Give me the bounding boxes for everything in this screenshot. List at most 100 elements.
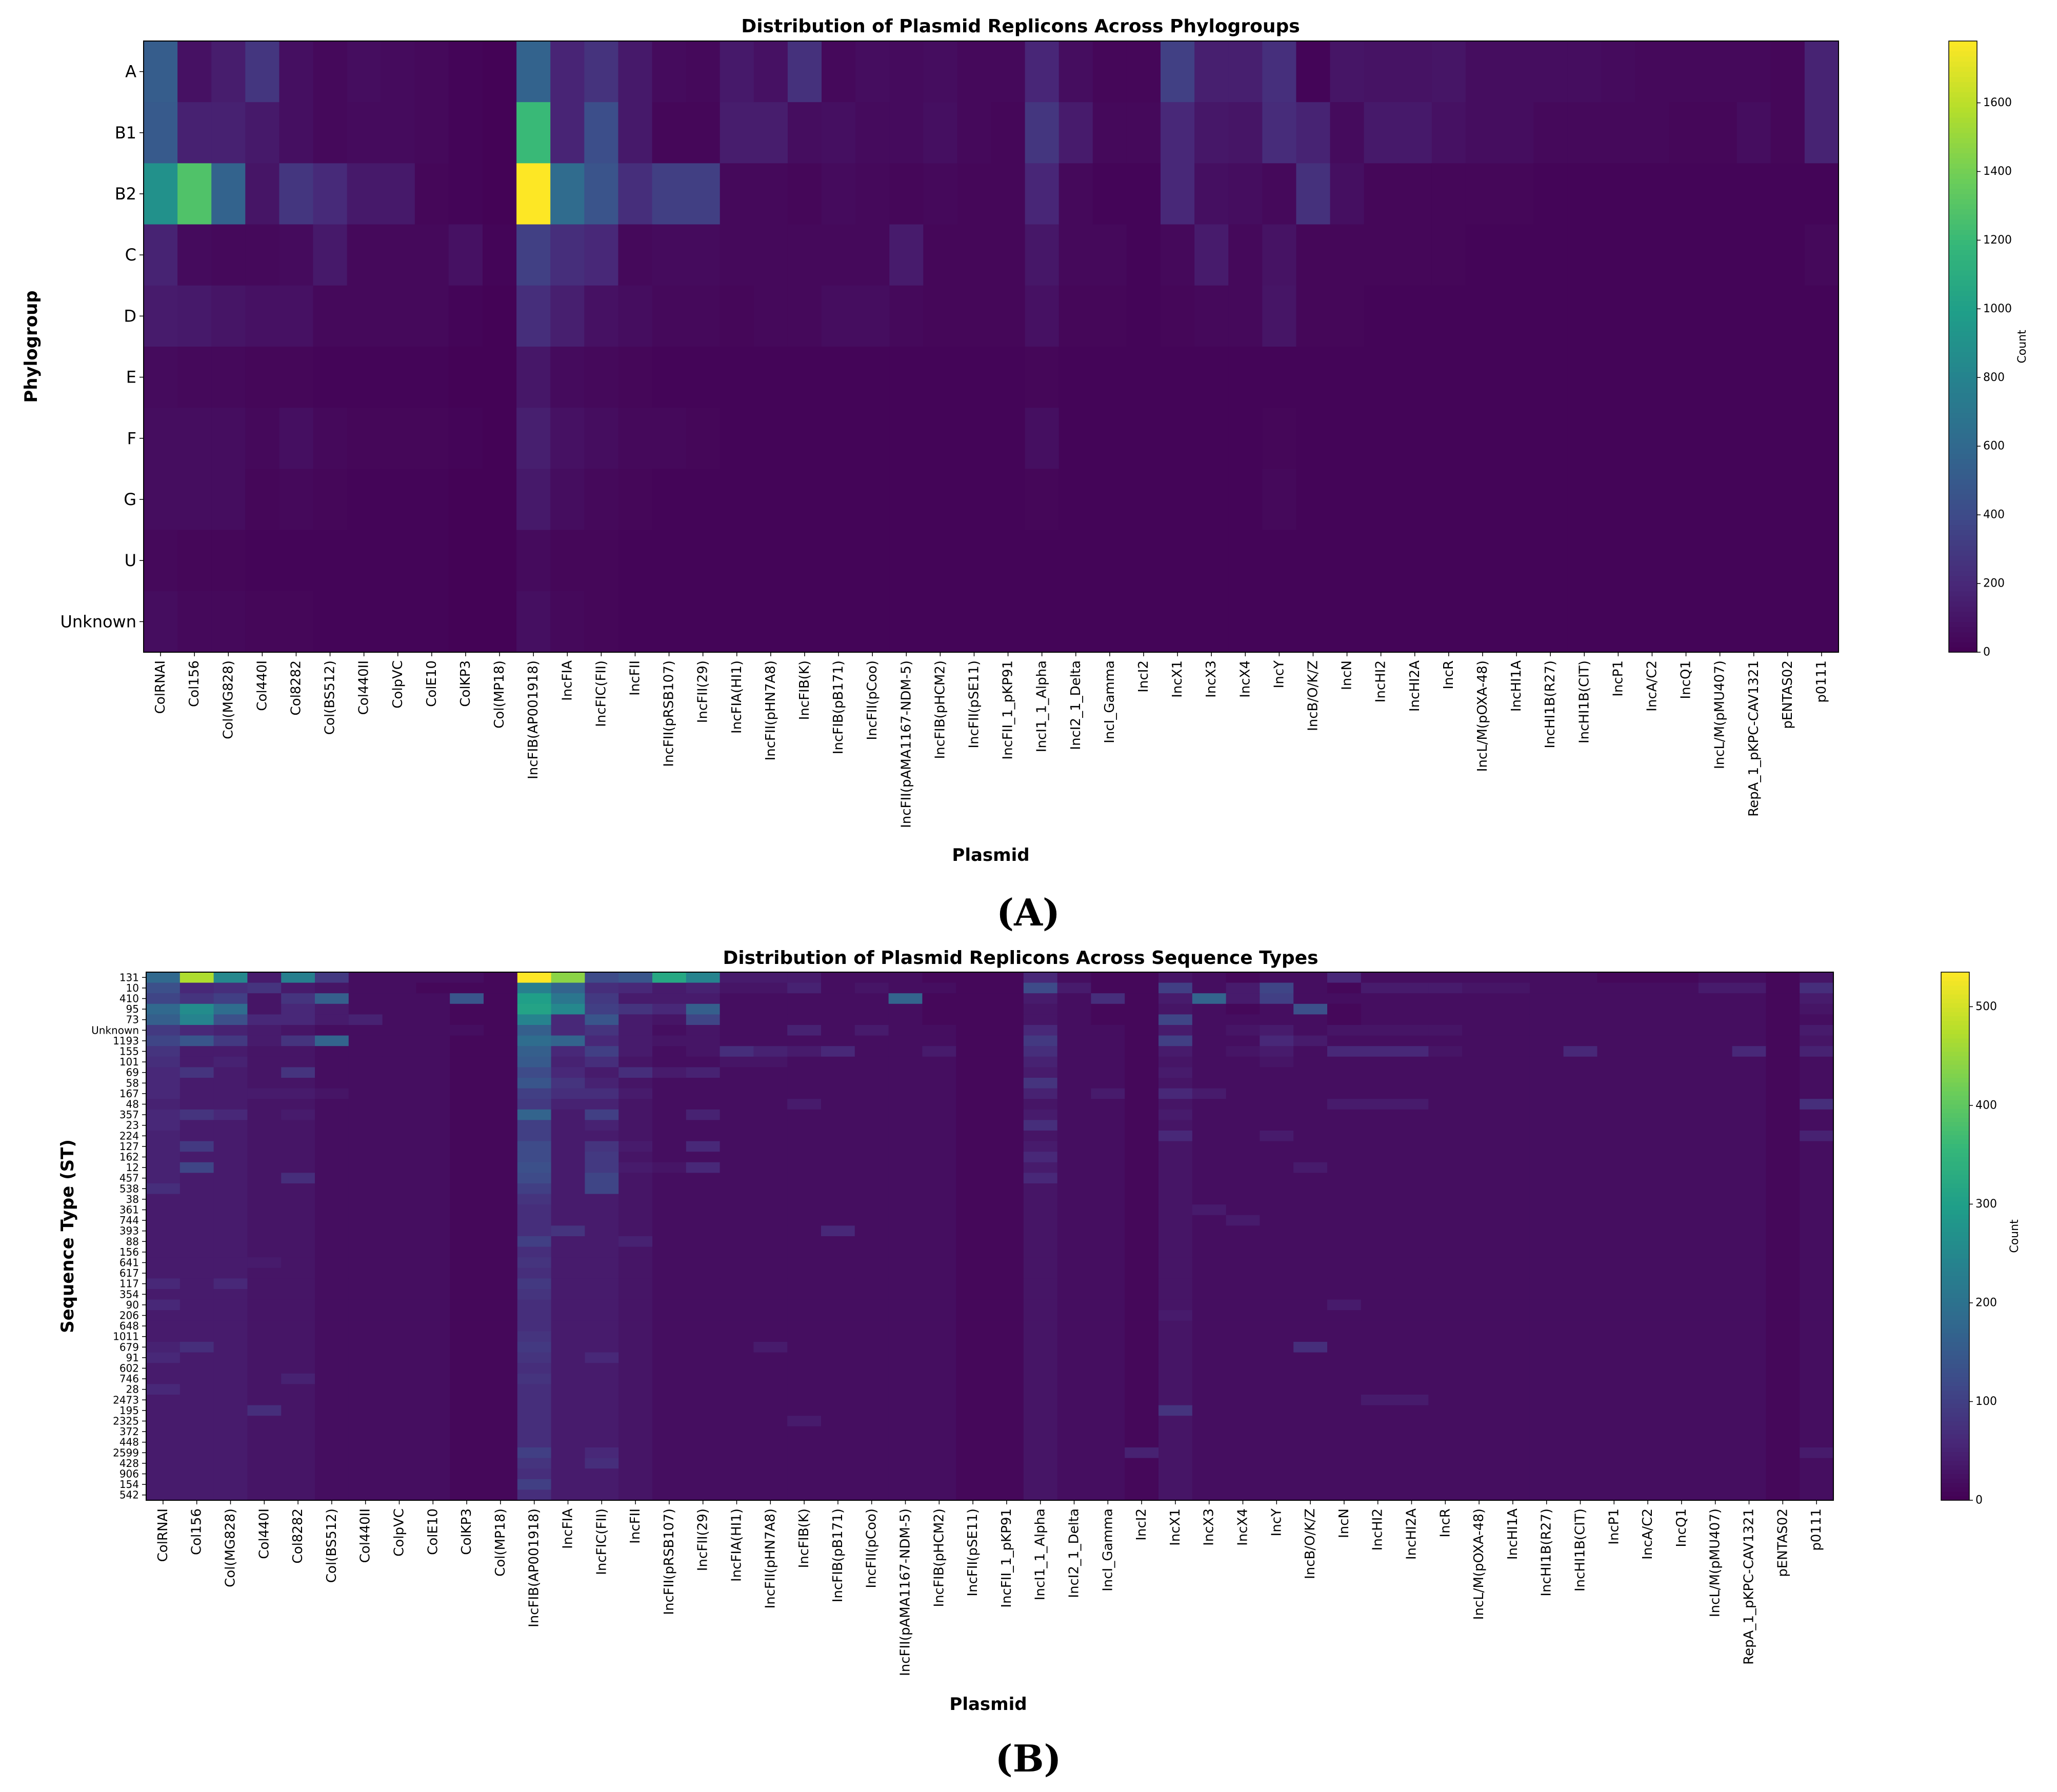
heatmap-cell xyxy=(517,1109,552,1120)
heatmap-cell xyxy=(787,972,822,983)
heatmap-cell xyxy=(1023,1458,1058,1469)
heatmap-cell xyxy=(1462,1215,1496,1226)
heatmap-cell xyxy=(1631,1183,1665,1195)
heatmap-cell xyxy=(1260,1352,1294,1363)
heatmap-cell xyxy=(315,1299,349,1311)
heatmap-cell xyxy=(1057,1426,1091,1437)
heatmap-cell xyxy=(1800,1183,1834,1195)
heatmap-cell xyxy=(990,1320,1024,1332)
colorbar-tick-label: 500 xyxy=(1975,1000,1997,1013)
heatmap-cell xyxy=(1800,1447,1834,1459)
heatmap-cell xyxy=(213,1194,248,1205)
heatmap-cell xyxy=(888,1120,923,1131)
heatmap-cell xyxy=(1462,1246,1496,1258)
heatmap-cell xyxy=(1260,1373,1294,1384)
heatmap-cell xyxy=(753,530,788,592)
colorbar-segment xyxy=(1949,300,1977,307)
heatmap-cell xyxy=(1766,1056,1800,1068)
heatmap-cell xyxy=(956,1014,990,1025)
heatmap-cell xyxy=(1698,972,1733,983)
heatmap-cell xyxy=(1597,1003,1631,1015)
heatmap-cell xyxy=(315,1437,349,1448)
heatmap-cell xyxy=(1091,1173,1125,1184)
colorbar-segment xyxy=(1949,229,1977,235)
y-ticks-b: 131104109573Unknown119315510169581674835… xyxy=(91,971,146,1501)
heatmap-cell xyxy=(652,982,687,994)
colorbar-segment xyxy=(1941,1113,1969,1118)
heatmap-cell xyxy=(213,1489,248,1501)
heatmap-cell xyxy=(686,224,721,286)
heatmap-cell xyxy=(1665,1310,1699,1321)
heatmap-cell xyxy=(416,1437,450,1448)
heatmap-cell xyxy=(1192,1384,1227,1395)
heatmap-cell xyxy=(179,1373,214,1384)
heatmap-cell xyxy=(889,530,924,592)
heatmap-cell xyxy=(348,1173,383,1184)
x-tick-label: IncHI1A xyxy=(1509,660,1524,712)
x-tick-label: IncI_Gamma xyxy=(1100,1508,1115,1592)
x-tick-label: p0111 xyxy=(1814,660,1829,703)
heatmap-cell xyxy=(381,347,415,408)
heatmap-cell xyxy=(1529,993,1564,1004)
heatmap-cell xyxy=(1800,1025,1834,1036)
heatmap-cell xyxy=(787,1003,822,1015)
heatmap-cell xyxy=(146,1384,181,1395)
colorbar-segment xyxy=(1941,1143,1969,1149)
heatmap-cell xyxy=(281,1078,315,1089)
heatmap-cell xyxy=(787,1257,822,1269)
heatmap-cell xyxy=(179,1141,214,1152)
heatmap-cell xyxy=(1394,1131,1429,1142)
heatmap-cell xyxy=(585,1289,619,1300)
colorbar-segment xyxy=(1941,1121,1969,1127)
heatmap-cell xyxy=(315,1320,349,1332)
x-tick-label: IncHI2 xyxy=(1373,660,1389,702)
heatmap-cell xyxy=(1703,285,1738,347)
heatmap-cell xyxy=(1665,982,1699,994)
colorbar-segment xyxy=(1941,1412,1969,1417)
heatmap-cell xyxy=(1159,1437,1193,1448)
heatmap-cell xyxy=(787,469,822,531)
colorbar-segment xyxy=(1949,56,1977,62)
heatmap-cell xyxy=(1665,1088,1699,1099)
heatmap-cell xyxy=(1192,1246,1227,1258)
heatmap-cell xyxy=(720,1405,754,1416)
heatmap-cell xyxy=(990,1152,1024,1163)
heatmap-cell xyxy=(1766,1352,1800,1363)
heatmap-cell xyxy=(821,972,855,983)
heatmap-cell xyxy=(787,408,822,469)
heatmap-cell xyxy=(382,1416,416,1427)
heatmap-cell xyxy=(279,224,314,286)
heatmap-cell xyxy=(1631,1141,1665,1152)
y-tick-label: 88 xyxy=(126,1235,139,1247)
colorbar-segment xyxy=(1941,1029,1969,1034)
heatmap-cell xyxy=(753,1278,788,1290)
heatmap-cell xyxy=(146,1194,181,1205)
heatmap-cell xyxy=(247,1003,282,1015)
heatmap-cell xyxy=(348,1215,383,1226)
heatmap-cell xyxy=(990,1299,1024,1311)
heatmap-cell xyxy=(618,1067,653,1078)
heatmap-cell xyxy=(315,1194,349,1205)
heatmap-cell xyxy=(686,1384,721,1395)
heatmap-cell xyxy=(1563,1078,1597,1089)
heatmap-cell xyxy=(618,1162,653,1173)
heatmap-cell xyxy=(854,1299,889,1311)
heatmap-cell xyxy=(1192,1131,1227,1142)
heatmap-cell xyxy=(1057,1267,1091,1279)
heatmap-cell xyxy=(1766,982,1800,994)
heatmap-cell xyxy=(281,1289,315,1300)
heatmap-cell xyxy=(787,1109,822,1120)
heatmap-cell xyxy=(1462,1437,1496,1448)
heatmap-cell xyxy=(720,469,754,531)
colorbar-frame xyxy=(1941,972,1970,1501)
heatmap-cell xyxy=(1496,1479,1530,1490)
heatmap-cell xyxy=(416,1131,450,1142)
heatmap-cell xyxy=(1394,1352,1429,1363)
heatmap-cell xyxy=(1226,1131,1260,1142)
heatmap-cell xyxy=(720,1331,754,1342)
heatmap-cell xyxy=(484,972,518,983)
heatmap-cell xyxy=(585,1416,619,1427)
heatmap-cell xyxy=(1800,1278,1834,1290)
heatmap-cell xyxy=(1665,1352,1699,1363)
heatmap-cell xyxy=(348,1310,383,1321)
